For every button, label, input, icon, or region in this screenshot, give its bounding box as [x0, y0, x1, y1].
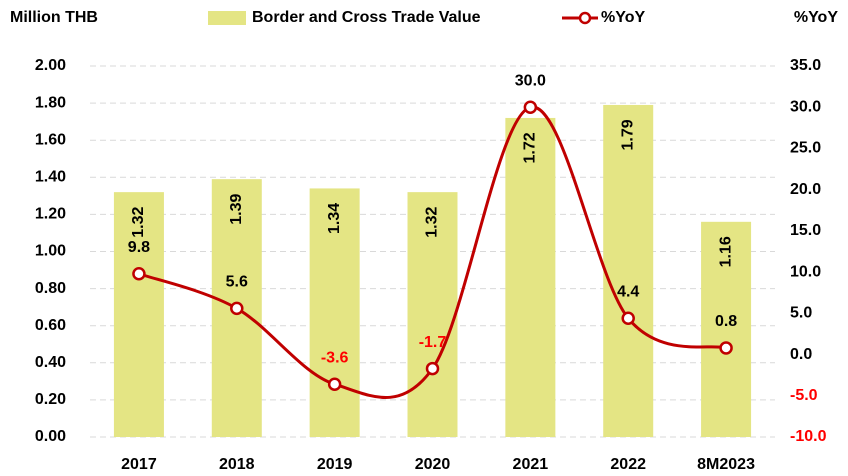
- line-marker: [132, 267, 146, 281]
- bar-value-label: 1.79: [619, 119, 636, 150]
- bar: [407, 192, 458, 437]
- y-tick-label: 0.60: [35, 317, 66, 334]
- x-tick-label: 2017: [121, 456, 157, 473]
- legend-label: %YoY: [601, 9, 645, 26]
- line-marker: [719, 341, 733, 355]
- y2-tick-label: 0.0: [790, 346, 812, 363]
- line-marker: [425, 361, 440, 376]
- line-marker: [523, 100, 538, 114]
- line-value-label: 9.8: [128, 239, 150, 256]
- x-tick-label: 2020: [415, 456, 451, 473]
- y-tick-label: 0.00: [35, 428, 66, 445]
- y-tick-label: 1.60: [35, 131, 66, 148]
- line-value-label: -1.7: [419, 334, 447, 351]
- legend-label: Border and Cross Trade Value: [252, 9, 481, 26]
- y-tick-label: 0.80: [35, 280, 66, 297]
- line-value-label: 30.0: [515, 72, 546, 89]
- y-tick-label: 0.20: [35, 391, 66, 408]
- line-value-label: 0.8: [715, 313, 737, 330]
- legend-swatch: [208, 11, 246, 25]
- y2-tick-label: 10.0: [790, 263, 821, 280]
- y2-tick-label: 15.0: [790, 222, 821, 239]
- y2-tick-label: 5.0: [790, 305, 812, 322]
- y-tick-label: 1.40: [35, 169, 66, 186]
- y-tick-label: 1.20: [35, 206, 66, 223]
- bar-value-label: 1.72: [522, 132, 539, 163]
- y-tick-label: 1.00: [35, 243, 66, 260]
- line-value-label: 5.6: [226, 274, 248, 291]
- bar-value-label: 1.32: [424, 206, 441, 237]
- y-axis-title: Million THB: [10, 9, 98, 26]
- line-marker: [230, 301, 244, 316]
- bar: [701, 221, 752, 437]
- x-tick-label: 2019: [317, 456, 353, 473]
- bar-value-label: 1.39: [228, 193, 245, 224]
- y2-tick-label: 30.0: [790, 98, 821, 115]
- bar: [309, 188, 360, 437]
- y2-tick-label: 35.0: [790, 57, 821, 74]
- line-marker: [327, 377, 342, 391]
- y-tick-label: 2.00: [35, 57, 66, 74]
- y-tick-label: 0.40: [35, 354, 66, 371]
- line-marker: [621, 311, 635, 326]
- bar-value-label: 1.32: [130, 206, 147, 237]
- y-tick-label: 1.80: [35, 94, 66, 111]
- line-value-label: 4.4: [617, 283, 639, 300]
- x-tick-label: 8M2023: [697, 456, 755, 473]
- y2-axis-title: %YoY: [794, 9, 838, 26]
- y2-tick-label: -5.0: [790, 387, 818, 404]
- line-value-label: -3.6: [321, 349, 349, 366]
- x-tick-label: 2018: [219, 456, 255, 473]
- x-tick-label: 2022: [610, 456, 646, 473]
- bar: [113, 192, 164, 437]
- bar: [505, 117, 556, 437]
- line: [138, 105, 727, 399]
- y2-tick-label: -10.0: [790, 428, 827, 445]
- legend-marker: [578, 11, 592, 25]
- bar-value-label: 1.34: [326, 203, 343, 234]
- x-tick-label: 2021: [513, 456, 549, 473]
- y2-tick-label: 25.0: [790, 140, 821, 157]
- bar-value-label: 1.16: [717, 236, 734, 267]
- bar: [603, 104, 654, 437]
- y2-tick-label: 20.0: [790, 181, 821, 198]
